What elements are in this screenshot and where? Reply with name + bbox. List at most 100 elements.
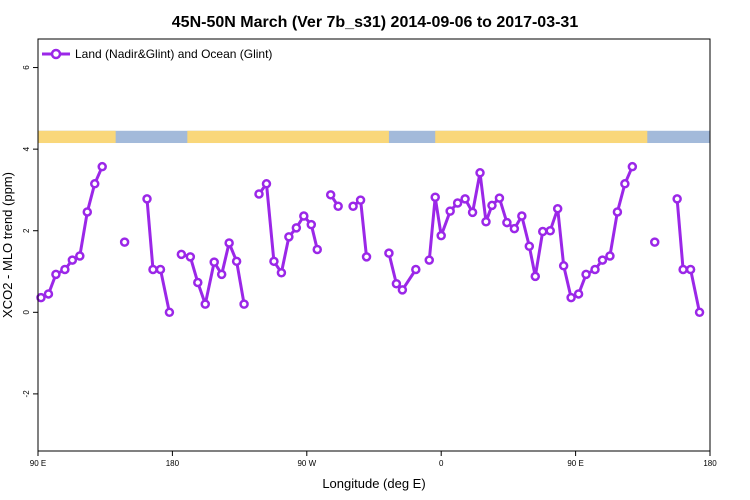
chart-title: 45N-50N March (Ver 7b_s31) 2014-09-06 to…	[172, 14, 579, 31]
data-point	[672, 194, 682, 204]
land-band-1	[187, 130, 389, 144]
y-axis-label: XCO2 - MLO trend (ppm)	[0, 172, 15, 318]
data-point	[142, 194, 152, 204]
data-point	[411, 264, 421, 275]
data-point	[430, 192, 440, 203]
x-tick-label-0: 90 E	[30, 459, 46, 468]
data-point	[200, 299, 211, 309]
data-point	[552, 203, 563, 214]
data-point	[348, 201, 358, 211]
data-point	[216, 269, 227, 280]
data-point	[325, 190, 336, 200]
data-point	[627, 161, 638, 172]
data-point	[276, 267, 287, 278]
data-point	[612, 207, 623, 217]
data-point	[185, 252, 196, 262]
data-point	[460, 194, 470, 204]
data-point	[224, 238, 234, 248]
data-point	[97, 161, 107, 172]
land-ocean-band	[38, 130, 710, 144]
data-point	[620, 179, 630, 189]
data-point	[155, 264, 166, 275]
data-point	[333, 201, 343, 211]
data-point	[60, 264, 70, 275]
data-point	[43, 289, 54, 299]
data-point	[605, 251, 615, 261]
data-point	[573, 289, 584, 299]
data-point	[239, 299, 249, 309]
data-point	[494, 193, 505, 203]
data-point	[89, 179, 100, 189]
data-point	[581, 269, 591, 280]
x-axis-label: Longitude (deg E)	[322, 476, 425, 491]
x-tick-label-5: 180	[703, 459, 717, 468]
data-point	[75, 251, 85, 261]
data-point	[685, 264, 696, 275]
y-tick-label-3: 4	[22, 146, 31, 151]
series-lines	[40, 166, 701, 313]
x-tick-label-3: 0	[439, 459, 444, 468]
data-point	[148, 264, 158, 275]
data-point	[452, 198, 463, 208]
data-point	[597, 255, 608, 265]
land-band-0	[38, 130, 116, 144]
data-point	[397, 285, 408, 295]
data-point	[384, 248, 394, 258]
legend-label: Land (Nadir&Glint) and Ocean (Glint)	[75, 47, 272, 61]
data-point	[487, 200, 497, 211]
data-point	[424, 255, 435, 265]
data-point	[649, 237, 660, 247]
data-point	[193, 277, 203, 288]
data-point	[694, 307, 705, 318]
data-point	[475, 168, 485, 178]
data-point	[361, 252, 372, 262]
data-point	[254, 189, 264, 199]
data-point	[391, 279, 402, 289]
x-tick-label-1: 180	[166, 459, 180, 468]
data-point	[481, 216, 491, 227]
legend: Land (Nadir&Glint) and Ocean (Glint)	[42, 47, 272, 61]
data-point	[119, 237, 130, 247]
y-tick-label-2: 2	[22, 228, 31, 233]
y-tick-label-4: 6	[22, 65, 31, 70]
data-point	[36, 292, 46, 303]
legend-marker	[50, 48, 62, 60]
data-point	[436, 230, 446, 241]
data-point	[231, 256, 242, 267]
data-point	[291, 223, 302, 233]
axis-ticks: 90 E 180 90 W 0 90 E 180 -2 0 2 4 6	[22, 65, 717, 468]
data-point	[509, 223, 520, 234]
data-point	[467, 207, 478, 218]
data-point	[312, 244, 323, 255]
data-point	[261, 179, 272, 189]
land-band-2	[435, 130, 648, 144]
data-point	[299, 211, 309, 221]
data-point	[209, 257, 219, 267]
x-tick-label-2: 90 W	[297, 459, 316, 468]
data-point	[566, 292, 576, 303]
y-tick-label-1: 0	[22, 310, 31, 315]
data-point	[590, 264, 600, 275]
data-point	[82, 207, 93, 217]
data-point	[524, 241, 535, 251]
y-tick-label-0: -2	[22, 390, 31, 398]
data-point	[176, 249, 187, 260]
data-point	[537, 226, 548, 237]
data-point	[502, 217, 512, 228]
data-point	[67, 255, 78, 265]
data-point	[284, 232, 294, 242]
data-point	[530, 271, 541, 282]
series-points	[36, 161, 705, 318]
data-point	[517, 211, 527, 221]
data-point	[355, 195, 366, 205]
x-tick-label-4: 90 E	[567, 459, 583, 468]
data-point	[445, 206, 455, 216]
data-point	[164, 307, 175, 318]
plot-frame	[37, 38, 711, 452]
series-line-2	[145, 198, 171, 313]
data-point	[558, 261, 569, 271]
data-point	[306, 219, 317, 230]
data-point	[51, 269, 61, 280]
data-point	[269, 256, 279, 267]
